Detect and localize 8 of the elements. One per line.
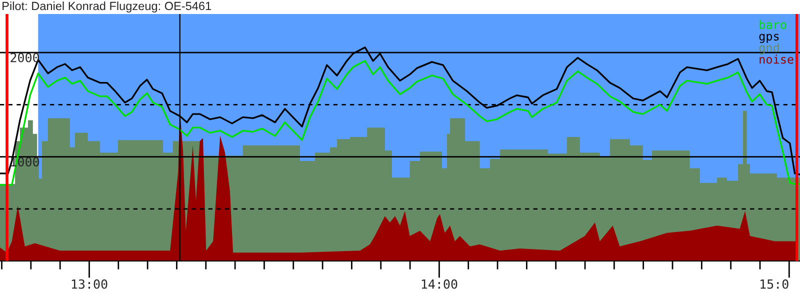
x-tick-label: 14:00 xyxy=(422,279,458,289)
text: noise xyxy=(760,54,794,64)
text: baro xyxy=(760,20,786,30)
text: gnd xyxy=(759,43,779,55)
text: gps xyxy=(759,34,779,43)
x-tick-label: 13:00 xyxy=(72,279,108,289)
x-tick-label: 15:0 xyxy=(760,279,788,289)
chart-title: Pilot: Daniel Konrad Flugzeug: OE-5461 xyxy=(2,2,212,13)
